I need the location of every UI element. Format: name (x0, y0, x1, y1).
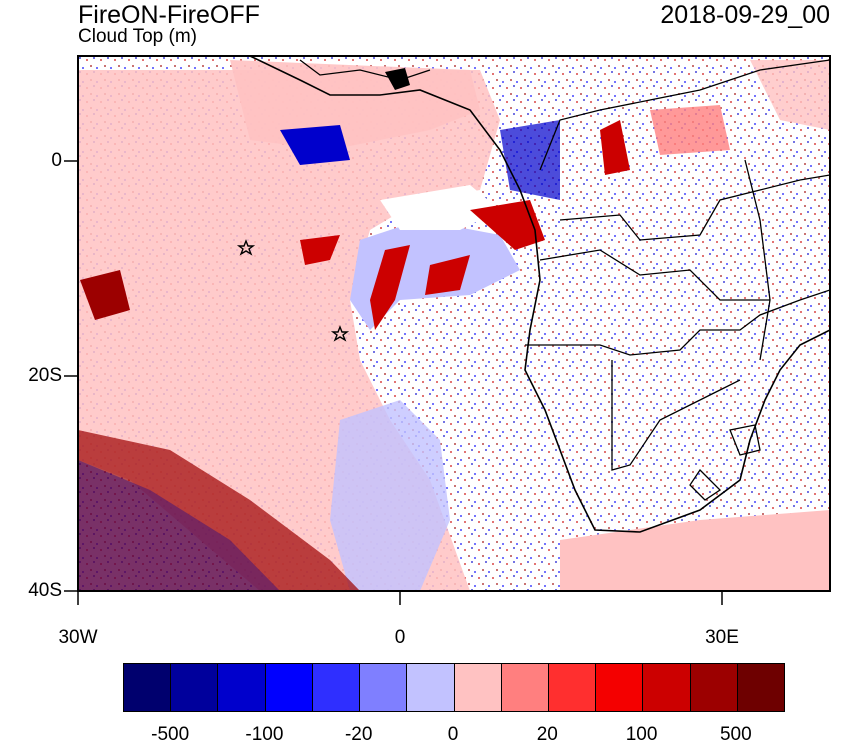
colorbar-swatch (548, 664, 597, 711)
colorbar-swatch (596, 664, 644, 711)
colorbar-swatch (454, 664, 502, 711)
lon-label-30e: 30E (705, 627, 739, 648)
colorbar-label: 100 (625, 724, 658, 745)
colorbar-labels: -500 -100 -20 0 20 100 500 (0, 725, 850, 747)
colorbar-label: -20 (344, 724, 373, 745)
colorbar-swatch (407, 664, 455, 711)
plot-title: FireON-FireOFF (78, 1, 260, 29)
colorbar-label: -100 (245, 724, 284, 745)
lat-label-0: 0 (51, 150, 62, 171)
colorbar-swatch (360, 664, 408, 711)
colorbar-swatch (501, 664, 549, 711)
colorbar-swatch (171, 664, 219, 711)
lon-label-30w: 30W (58, 627, 98, 648)
cloud-field (78, 56, 830, 591)
lon-label-0: 0 (394, 627, 406, 648)
star-marker-1 (236, 239, 256, 256)
lat-label-20s: 20S (28, 365, 62, 386)
lat-label-40s: 40S (28, 580, 62, 601)
colorbar-swatch (218, 664, 266, 711)
colorbar (123, 663, 785, 712)
colorbar-swatch (265, 664, 313, 711)
plot-subtitle: Cloud Top (m) (78, 26, 197, 47)
tick-marks (64, 160, 723, 605)
colorbar-label: 20 (536, 724, 558, 745)
colorbar-label: -500 (151, 724, 190, 745)
colorbar-swatch (690, 664, 738, 711)
colorbar-label: 500 (719, 724, 752, 745)
colorbar-swatch (312, 664, 361, 711)
star-marker-2 (330, 325, 350, 342)
plot-datetime: 2018-09-29_00 (660, 1, 830, 29)
map-frame (77, 55, 831, 592)
colorbar-swatch (737, 664, 785, 711)
colorbar-swatch (643, 664, 691, 711)
colorbar-label: 0 (447, 724, 459, 745)
colorbar-swatch (124, 664, 172, 711)
